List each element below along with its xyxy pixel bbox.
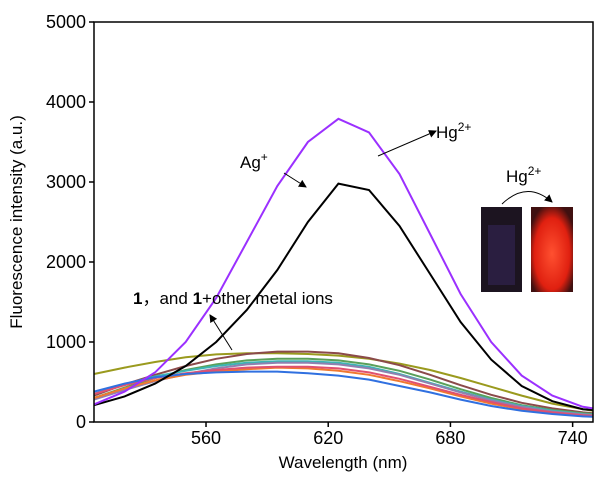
- y-tick-label: 3000: [46, 172, 86, 192]
- annotation-sup: 2+: [458, 120, 472, 134]
- annotation-text: ，and: [142, 289, 192, 308]
- arrow: [209, 314, 233, 351]
- inset-photo: [488, 225, 515, 285]
- y-tick-label: 4000: [46, 92, 86, 112]
- inset-photo: [531, 207, 573, 292]
- annotation: Hg2+: [506, 164, 541, 186]
- annotation-text: Hg: [436, 123, 458, 142]
- x-tick-label: 680: [435, 428, 465, 448]
- annotation-text: 1: [193, 289, 202, 308]
- annotation-sup: 2+: [528, 164, 542, 178]
- x-axis-label: Wavelength (nm): [279, 453, 408, 472]
- annotation-text: Ag: [240, 153, 261, 172]
- plot-frame: [93, 21, 594, 423]
- annotation-text: +other metal ions: [202, 289, 333, 308]
- x-tick-label: 620: [313, 428, 343, 448]
- series-line: [93, 352, 594, 412]
- annotation-sup: +: [261, 150, 268, 164]
- y-tick-label: 1000: [46, 332, 86, 352]
- y-tick-label: 5000: [46, 12, 86, 32]
- y-axis-label: Fluorescence intensity (a.u.): [7, 115, 26, 329]
- arrow: [501, 191, 553, 205]
- x-tick-label: 740: [558, 428, 588, 448]
- arrow: [283, 172, 307, 188]
- y-tick-label: 2000: [46, 252, 86, 272]
- series-line: [93, 117, 594, 410]
- annotation-text: Hg: [506, 167, 528, 186]
- annotation: 1，and 1+other metal ions: [133, 289, 333, 308]
- series-line: [93, 370, 594, 418]
- annotation-text: 1: [133, 289, 142, 308]
- x-tick-label: 560: [191, 428, 221, 448]
- series-line: [93, 182, 594, 411]
- annotation: Hg2+: [436, 120, 471, 142]
- series-line: [93, 350, 594, 415]
- annotation: Ag+: [240, 150, 268, 172]
- arrow: [377, 130, 437, 157]
- y-tick-label: 0: [76, 412, 86, 432]
